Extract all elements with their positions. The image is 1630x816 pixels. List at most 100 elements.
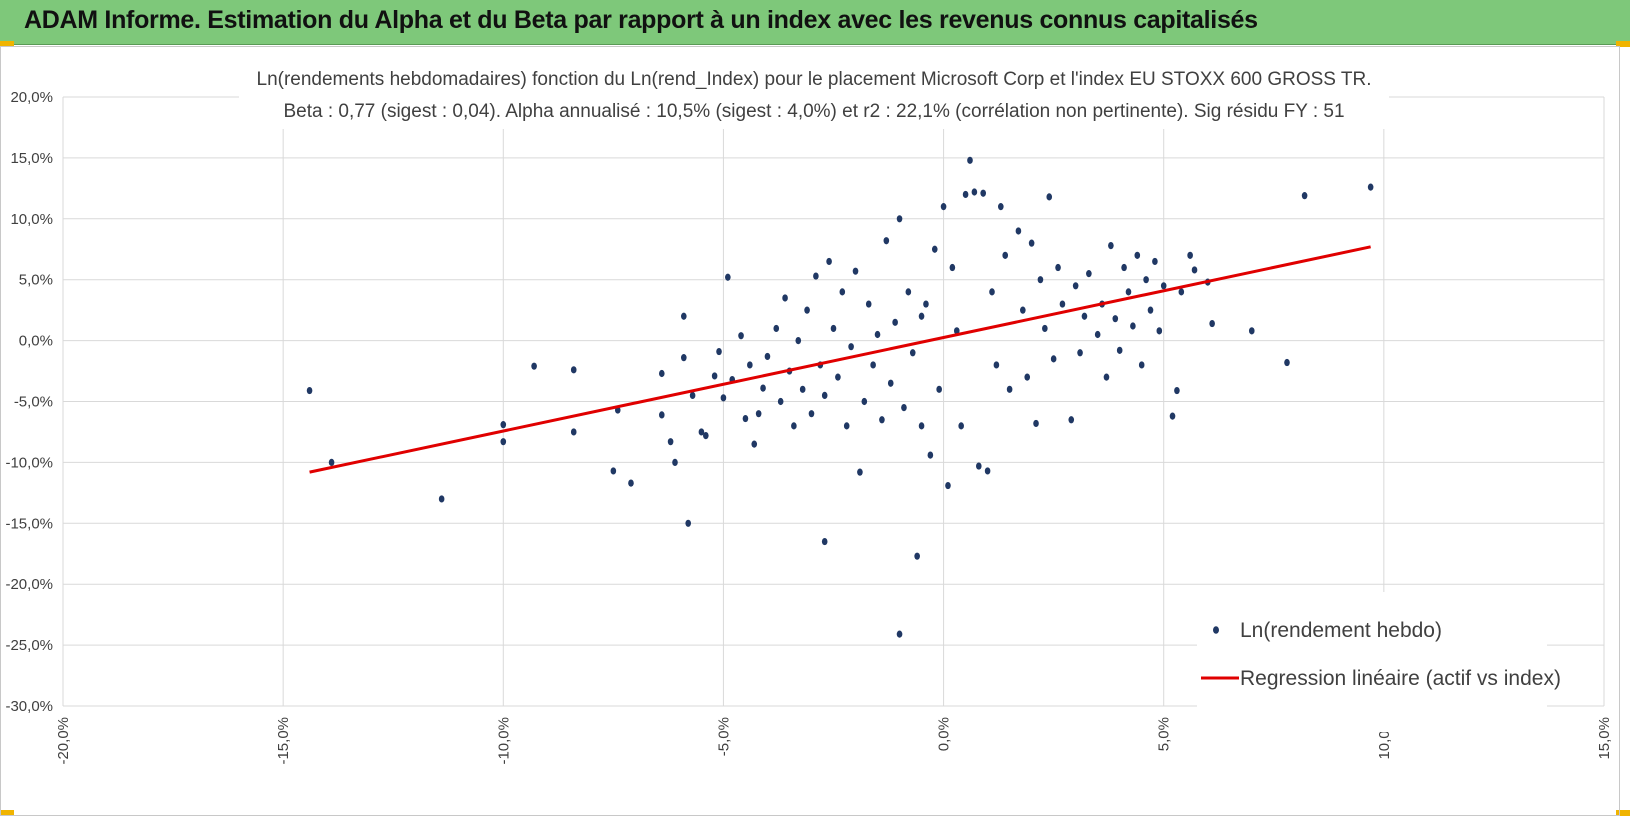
data-point	[879, 416, 885, 424]
data-point	[998, 203, 1004, 211]
x-tick-label: -5,0%	[715, 717, 732, 756]
data-point	[791, 422, 797, 430]
data-point	[962, 190, 969, 199]
y-tick-label: 5,0%	[19, 272, 53, 289]
data-point	[1248, 327, 1255, 335]
data-point	[857, 468, 863, 476]
data-point	[874, 330, 881, 339]
data-point	[949, 263, 956, 272]
scatter-points	[306, 156, 1374, 638]
data-point	[570, 366, 577, 374]
y-tick-label: 0,0%	[19, 333, 53, 350]
data-point	[1143, 276, 1149, 284]
tick-label-layer: 20,0% 15,0% 10,0% 5,0% 0,0% -5,0% -10,0% -15,0%…	[5, 89, 1613, 765]
data-point	[989, 288, 995, 296]
data-point	[1081, 312, 1088, 320]
data-point	[1209, 319, 1215, 328]
data-point	[1046, 193, 1053, 201]
data-point	[711, 372, 718, 380]
data-point	[901, 403, 907, 412]
chart-title-line-1: Ln(rendements hebdomadaires) fonction du…	[257, 69, 1372, 90]
data-point	[1059, 300, 1066, 308]
y-tick-label: 20,0%	[10, 89, 53, 106]
data-point	[716, 347, 722, 356]
data-point	[1138, 361, 1145, 369]
y-tick-label: -15,0%	[5, 515, 53, 532]
data-point	[1121, 263, 1127, 272]
data-point	[835, 373, 841, 381]
data-point	[306, 386, 313, 395]
data-point	[843, 422, 850, 430]
data-point	[852, 267, 859, 275]
data-point	[747, 361, 753, 369]
data-point	[905, 288, 912, 296]
data-point	[971, 188, 978, 196]
data-point	[865, 300, 872, 308]
data-point	[328, 458, 335, 466]
data-point	[773, 324, 780, 333]
data-point	[1033, 419, 1039, 428]
data-point	[570, 428, 577, 436]
data-point	[909, 349, 916, 357]
data-point	[936, 385, 942, 393]
data-point	[1284, 358, 1290, 367]
y-tick-label: -30,0%	[5, 698, 53, 715]
data-point	[1134, 251, 1141, 259]
y-tick-label: 10,0%	[10, 211, 53, 228]
corner-marker-right	[1616, 41, 1630, 47]
data-point	[760, 384, 766, 392]
data-point	[1072, 282, 1079, 290]
corner-marker-bottom-left	[0, 810, 14, 816]
data-point	[931, 245, 938, 253]
corner-marker-left	[0, 41, 14, 47]
data-point	[738, 332, 744, 340]
data-point	[610, 467, 617, 475]
data-point	[940, 203, 947, 211]
data-point	[742, 414, 749, 423]
data-point	[531, 362, 537, 370]
data-point	[883, 237, 890, 245]
data-point	[975, 462, 982, 470]
x-tick-label: 0,0%	[936, 717, 953, 751]
data-point	[658, 369, 665, 378]
data-point	[821, 537, 828, 546]
data-point	[1015, 227, 1022, 235]
data-point	[1055, 263, 1061, 272]
data-point	[918, 422, 925, 430]
data-point	[755, 410, 762, 418]
data-point	[1160, 282, 1167, 290]
data-point	[896, 215, 903, 223]
data-point	[799, 385, 806, 393]
title-background	[239, 61, 1389, 129]
data-point	[500, 438, 507, 446]
data-point	[945, 481, 951, 490]
data-point	[826, 257, 832, 266]
data-point	[703, 432, 709, 440]
regression-layer	[309, 245, 1371, 474]
header-banner: ADAM Informe. Estimation du Alpha et du …	[0, 0, 1630, 45]
data-point	[1156, 327, 1163, 335]
x-tick-label: -15,0%	[275, 717, 292, 765]
data-point	[984, 467, 991, 475]
data-point	[813, 272, 819, 280]
data-point	[1169, 412, 1176, 420]
data-point	[1147, 306, 1154, 314]
data-point	[1077, 349, 1083, 357]
scatter-chart: 20,0% 15,0% 10,0% 5,0% 0,0% -5,0% -10,0% -15,0%…	[5, 61, 1613, 765]
x-tick-label: -20,0%	[55, 717, 72, 765]
legend-label-scatter: Ln(rendement hebdo)	[1240, 619, 1442, 642]
data-point	[804, 306, 810, 314]
data-point	[1050, 355, 1057, 363]
data-point	[821, 391, 828, 400]
x-tick-label: 15,0%	[1596, 717, 1613, 760]
data-point	[1108, 241, 1114, 250]
data-point	[795, 337, 802, 345]
data-point	[1174, 386, 1180, 395]
data-point	[839, 288, 846, 296]
data-point	[1187, 251, 1193, 259]
data-point	[923, 300, 929, 308]
data-point	[1002, 251, 1009, 259]
data-point	[914, 552, 920, 560]
y-tick-label: -25,0%	[5, 637, 53, 654]
data-point	[751, 440, 758, 448]
